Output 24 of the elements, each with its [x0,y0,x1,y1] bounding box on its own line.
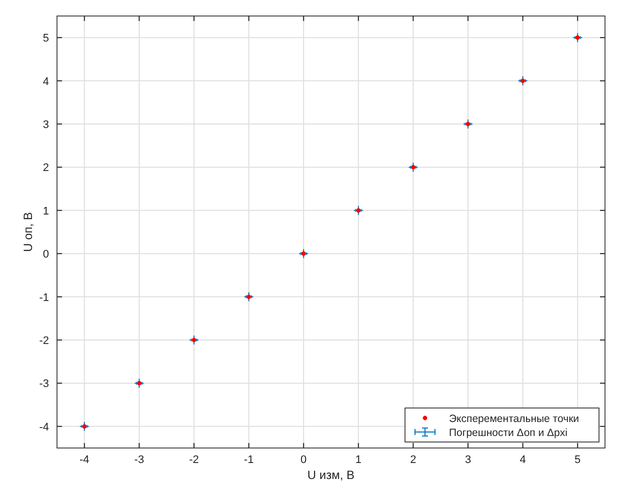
x-tick-label: 2 [410,454,416,466]
x-tick-label: 5 [574,454,581,466]
x-tick-label: 0 [300,454,307,466]
y-tick-label: 0 [42,248,49,261]
y-tick-label: -4 [39,421,49,434]
legend-label: Эксперементальные точки [449,413,580,425]
y-tick-label: 4 [42,76,49,88]
x-tick-label: -1 [244,454,254,466]
y-tick-label: -3 [39,378,49,390]
y-tick-label: 2 [42,162,49,174]
x-tick-label: -4 [80,454,90,466]
legend-label: Погрешности Δоп и Δpxi [449,427,568,439]
x-tick-label: -3 [134,454,144,466]
x-tick-label: 4 [520,454,526,466]
x-tick-label: -2 [189,454,199,466]
x-tick-label: 3 [464,454,472,466]
x-tick-label: 1 [355,454,362,466]
y-tick-label: 1 [42,205,49,218]
y-tick-label: 5 [42,32,49,45]
y-tick-label: 3 [42,119,49,131]
y-tick-label: -1 [39,292,49,304]
y-tick-label: -2 [39,335,49,347]
y-axis-title: U оп, В [21,212,35,252]
x-axis-title: U изм, В [307,468,355,482]
